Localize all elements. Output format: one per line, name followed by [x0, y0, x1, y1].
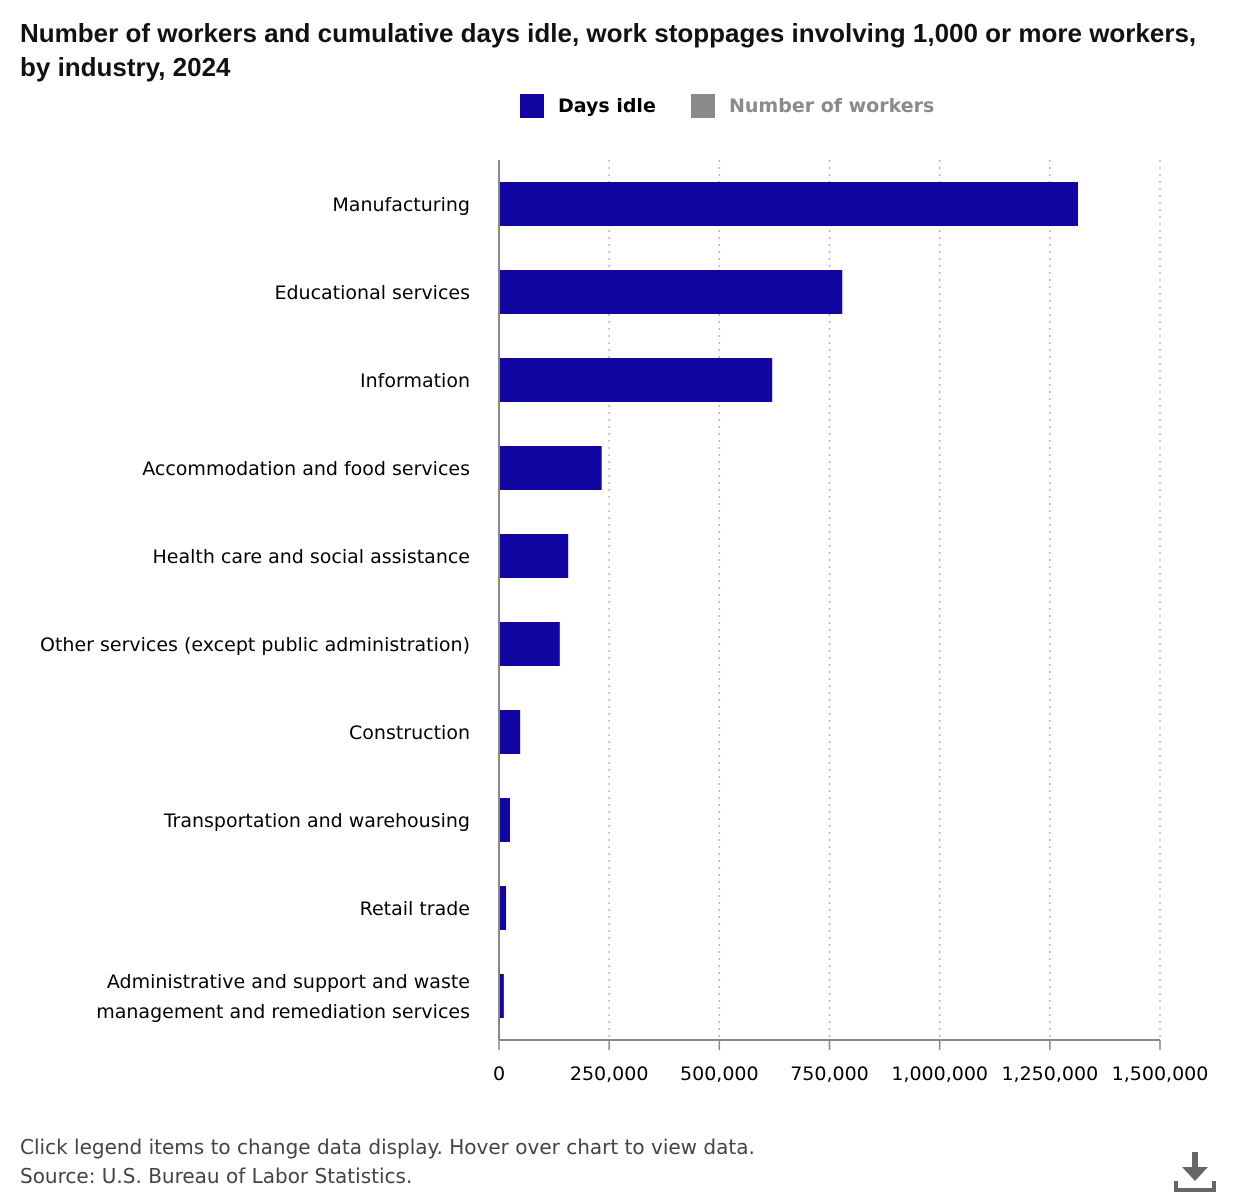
legend-label-number-of-workers: Number of workers [729, 95, 935, 117]
category-label: Administrative and support and waste [107, 971, 470, 993]
legend-item-number-of-workers[interactable]: Number of workers [691, 94, 934, 118]
category-label: Accommodation and food services [142, 458, 470, 480]
x-tick-label: 250,000 [570, 1063, 649, 1085]
bar-10[interactable] [500, 974, 504, 1018]
x-tick-label: 1,000,000 [891, 1063, 988, 1085]
bar-1[interactable] [500, 182, 1079, 226]
bar-3[interactable] [500, 358, 773, 402]
x-tick-label: 750,000 [790, 1063, 869, 1085]
chart-footer: Click legend items to change data displa… [20, 1133, 755, 1191]
chart-title: Number of workers and cumulative days id… [20, 18, 1197, 82]
bar-4[interactable] [500, 446, 602, 490]
category-label: Health care and social assistance [152, 546, 470, 568]
legend-item-days-idle[interactable]: Days idle [520, 94, 656, 118]
category-label: Educational services [274, 282, 470, 304]
legend-swatch-number-of-workers [691, 94, 715, 118]
legend-swatch-days-idle [520, 94, 544, 118]
legend: Days idle Number of workers [0, 94, 1240, 124]
x-tick-label: 500,000 [680, 1063, 759, 1085]
category-label: Construction [349, 722, 470, 744]
category-label: management and remediation services [96, 1001, 470, 1023]
bar-5[interactable] [500, 534, 569, 578]
bar-8[interactable] [500, 798, 511, 842]
x-tick-label: 1,250,000 [1001, 1063, 1098, 1085]
x-tick-label: 1,500,000 [1112, 1063, 1209, 1085]
footer-note: Click legend items to change data displa… [20, 1135, 755, 1159]
category-label: Retail trade [360, 898, 470, 920]
footer-source: Source: U.S. Bureau of Labor Statistics. [20, 1164, 413, 1188]
bar-7[interactable] [500, 710, 521, 754]
bar-chart[interactable]: 0 250,000 500,000 750,000 1,000,000 1,250,000… [0, 140, 1240, 1090]
legend-label-days-idle: Days idle [558, 95, 656, 117]
x-tick-label: 0 [493, 1063, 505, 1085]
category-label: Information [360, 370, 470, 392]
category-label: Manufacturing [332, 194, 470, 216]
bar-6[interactable] [500, 622, 560, 666]
category-label: Other services (except public administra… [40, 634, 470, 656]
bar-2[interactable] [500, 270, 843, 314]
download-icon[interactable] [1172, 1150, 1218, 1196]
bar-9[interactable] [500, 886, 507, 930]
category-label: Transportation and warehousing [163, 810, 470, 832]
